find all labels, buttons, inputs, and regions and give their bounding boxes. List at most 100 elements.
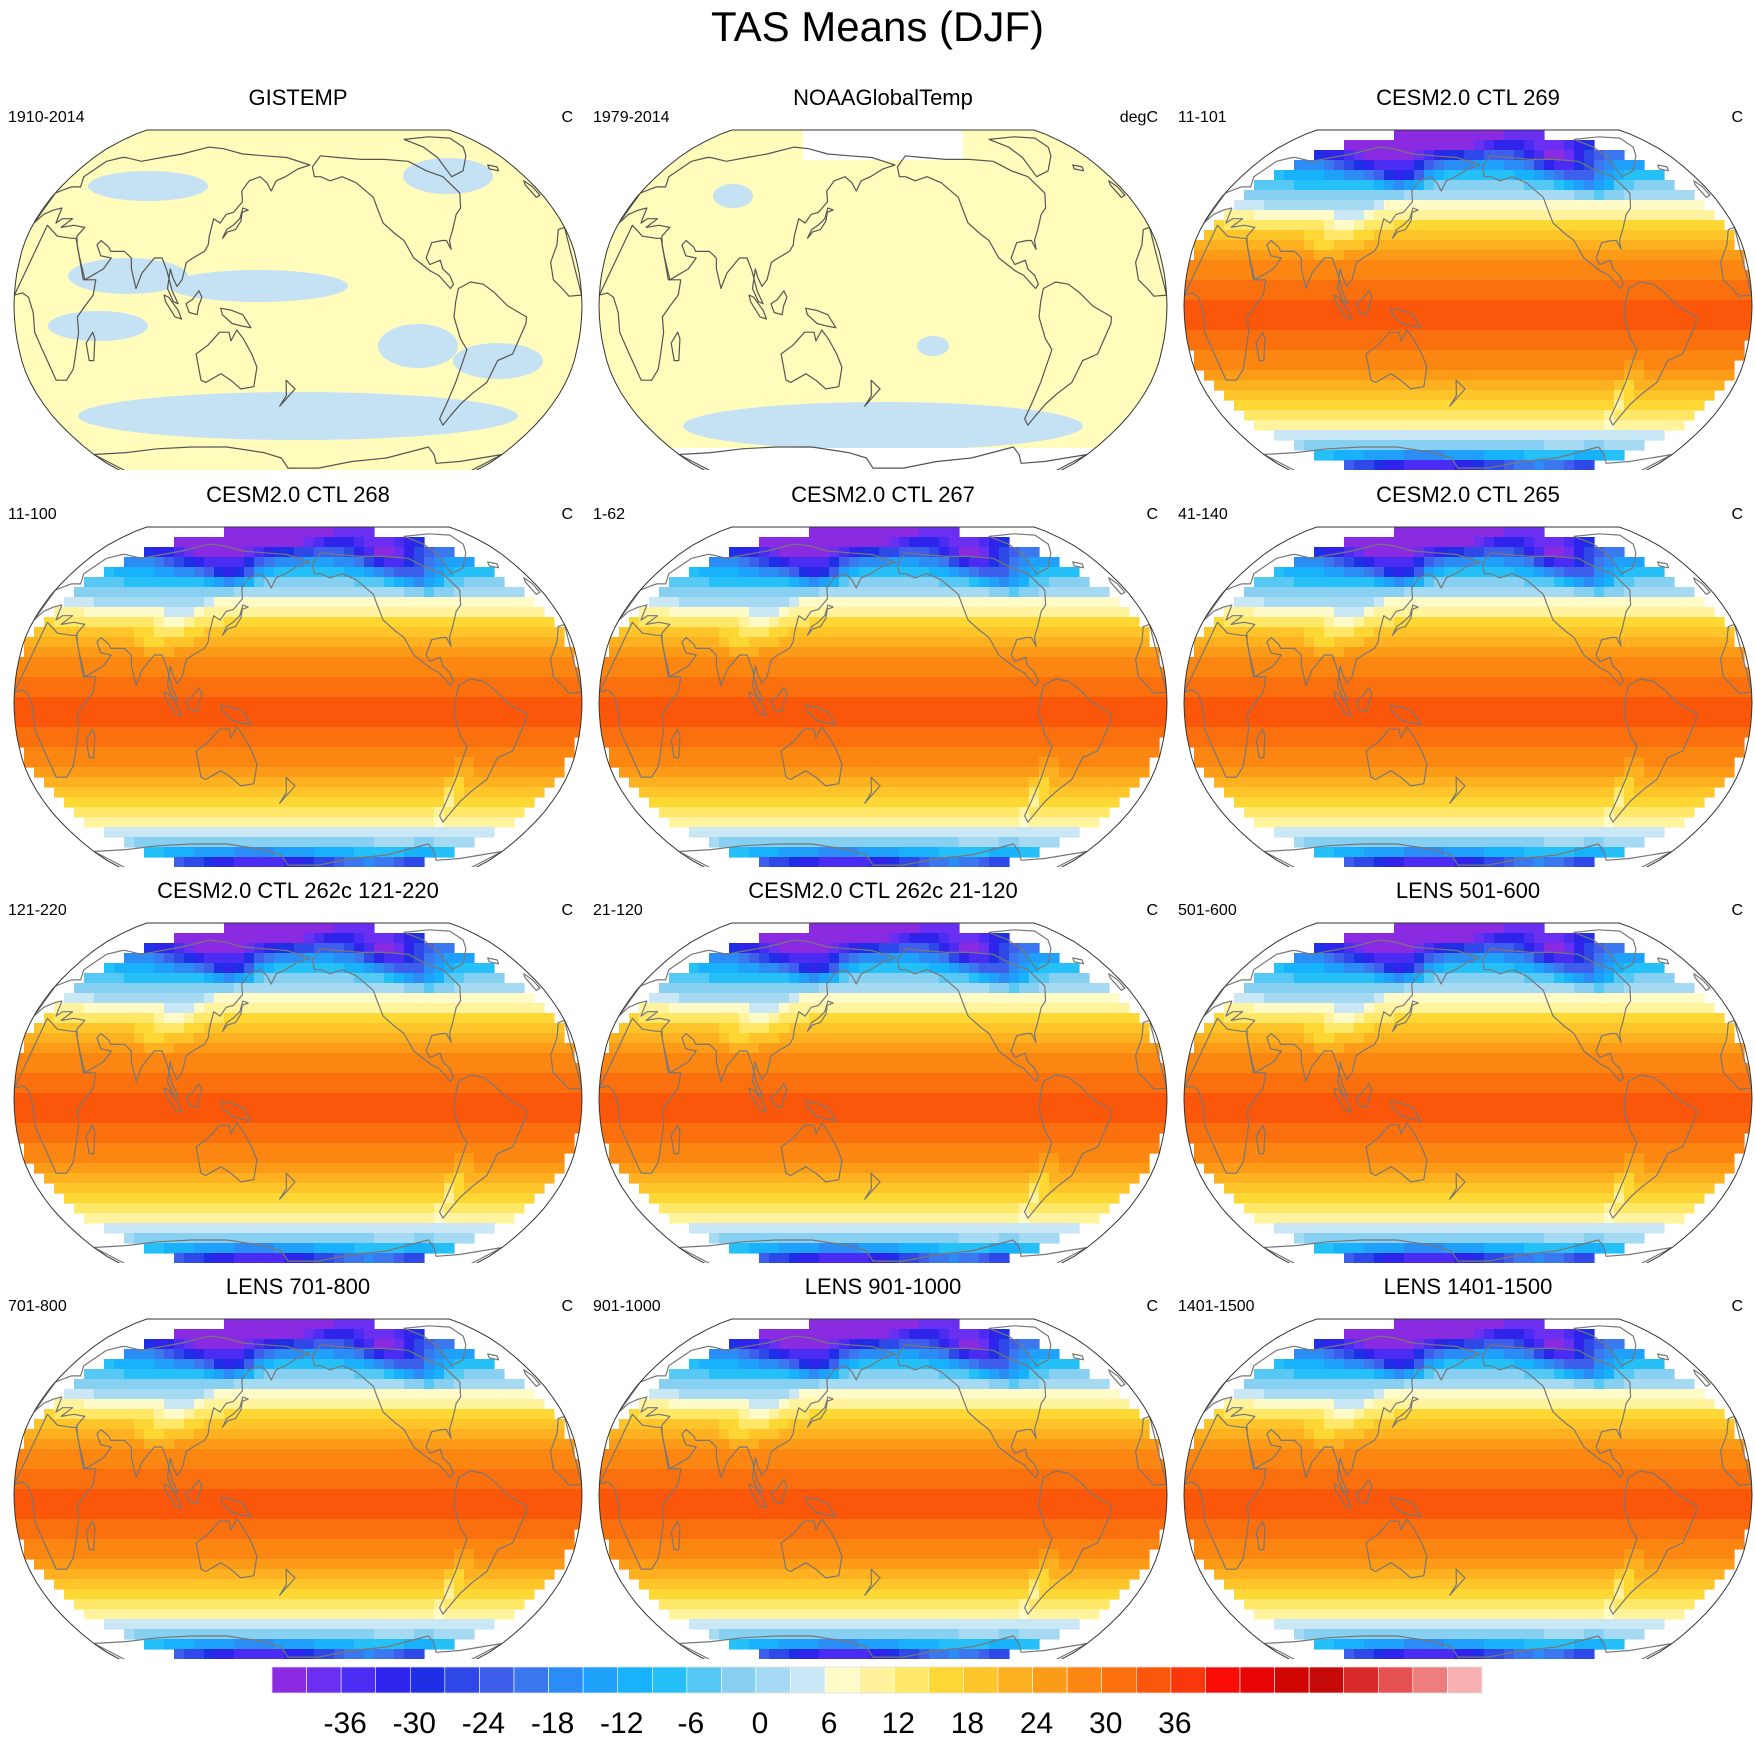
coastline-africa-west — [550, 226, 582, 297]
coastline-japan — [1391, 1396, 1419, 1428]
panel-period: 41-140 — [1178, 506, 1228, 523]
colorbar-box — [340, 1666, 377, 1694]
coastline-iceland — [1657, 561, 1670, 569]
colorbar-box — [409, 1666, 446, 1694]
map-field — [1184, 130, 1752, 470]
coastline-australia — [1365, 1122, 1428, 1183]
coastline-south-america — [1023, 678, 1113, 823]
colorbar-tick-label: 36 — [1158, 1707, 1191, 1740]
coastline-madagascar — [1255, 1124, 1266, 1155]
map-panel: LENS 501-600 501-600 C — [1178, 878, 1755, 1263]
coastline-south-america — [1023, 1074, 1113, 1219]
panel-period: 501-600 — [1178, 902, 1237, 919]
coastline-north-america — [896, 948, 1047, 1083]
coastline-eurasia — [1203, 1335, 1481, 1494]
panel-period: 901-1000 — [593, 1298, 661, 1315]
coastline-new-zealand — [864, 776, 881, 804]
coastline-north-america — [1481, 155, 1632, 290]
coastline-japan — [1391, 1000, 1419, 1032]
colorbar-tick-label: 0 — [752, 1707, 769, 1740]
coastline-greenland — [403, 1325, 467, 1367]
panel-title: LENS 501-600 — [1395, 878, 1541, 903]
panel-units: C — [561, 109, 573, 126]
colorbar-box — [513, 1666, 549, 1694]
colorbar-box — [1343, 1666, 1379, 1694]
coastline-borneo — [185, 1083, 203, 1109]
coastline-madagascar — [1255, 728, 1266, 759]
map-panel: LENS 701-800 701-800 C — [8, 1274, 588, 1659]
map-border — [13, 526, 583, 867]
coastline-japan — [221, 207, 249, 239]
coastline-uk — [1108, 577, 1126, 595]
coastline-africa-west — [550, 623, 582, 694]
colorbar-box — [1135, 1666, 1172, 1694]
map-panel: CESM2.0 CTL 269 11-101 C — [1178, 85, 1755, 470]
coastline-africa — [599, 224, 682, 381]
panel-units: C — [561, 902, 573, 919]
colorbar-box — [755, 1666, 791, 1694]
coastline-sumatra — [1333, 1087, 1353, 1113]
coastline-iceland — [487, 1353, 500, 1361]
panel-period: 701-800 — [8, 1298, 67, 1315]
coastline-north-america — [311, 948, 462, 1083]
coastline-uk — [1108, 1369, 1126, 1387]
panel-title: LENS 1401-1500 — [1383, 1274, 1553, 1299]
coastline-borneo — [770, 687, 788, 713]
coastline-madagascar — [85, 1520, 96, 1551]
map-field — [14, 130, 582, 470]
colorbar-box — [1239, 1666, 1275, 1694]
colorbar-box — [928, 1666, 964, 1694]
panel-units: C — [1146, 1298, 1158, 1315]
coastline-greenland — [1573, 136, 1637, 178]
coastline-sumatra — [1333, 1483, 1353, 1509]
coastline-iceland — [487, 164, 500, 172]
coastline-south-america — [1609, 1470, 1698, 1615]
coastline-north-america — [896, 1344, 1047, 1479]
map-svg — [1183, 526, 1753, 867]
coastline-uk — [1693, 973, 1711, 991]
panel-units: C — [1731, 506, 1743, 523]
coastline-north-america — [1481, 552, 1632, 687]
coastline-eurasia — [33, 1335, 311, 1494]
coastline-iceland — [1072, 957, 1085, 965]
map-panel: CESM2.0 CTL 265 41-140 C — [1178, 482, 1755, 867]
map-panel: CESM2.0 CTL 262c 21-120 21-120 C — [593, 878, 1173, 1263]
coastline-south-america — [1023, 1470, 1113, 1615]
map-border — [1183, 526, 1753, 867]
colorbar-tick-label: 30 — [1089, 1707, 1122, 1740]
coastline-africa-west — [550, 1415, 582, 1486]
panel-units: C — [1146, 506, 1158, 523]
map-border — [1183, 922, 1753, 1263]
coastline-eurasia — [1203, 939, 1481, 1098]
colorbar-tick-label: 24 — [1020, 1707, 1053, 1740]
colorbar-tick-label: -30 — [393, 1707, 436, 1740]
map-svg — [13, 526, 583, 867]
coastline-africa-west — [1720, 623, 1752, 694]
coastline-eurasia — [33, 543, 311, 702]
coastline-uk — [523, 1369, 541, 1387]
colorbar-box — [1274, 1666, 1310, 1694]
coastline-eurasia — [33, 939, 311, 1098]
coastline-iceland — [487, 561, 500, 569]
coastline-south-america — [1609, 1074, 1698, 1219]
coastline-africa — [14, 224, 97, 381]
coastline-australia — [195, 1122, 258, 1183]
coastline-sumatra — [1333, 691, 1353, 717]
colorbar-tick-label: -24 — [462, 1707, 505, 1740]
map-panel: NOAAGlobalTemp 1979-2014 degC — [593, 85, 1173, 470]
coastline-greenland — [403, 533, 467, 575]
panel-title: CESM2.0 CTL 267 — [791, 482, 975, 507]
coastline-new-zealand — [1449, 1568, 1466, 1596]
colorbar-box — [1066, 1666, 1103, 1694]
coastline-australia — [780, 1122, 843, 1183]
colorbar-box — [1032, 1666, 1068, 1694]
coastline-sumatra — [748, 294, 768, 320]
colorbar-box — [997, 1666, 1033, 1694]
coastline-africa — [599, 1017, 682, 1174]
map-field — [1184, 1319, 1752, 1659]
coastline-new-guinea — [220, 307, 252, 329]
coastline-africa — [14, 1413, 97, 1570]
coastline-madagascar — [85, 728, 96, 759]
panel-title: GISTEMP — [248, 85, 348, 110]
coastline-iceland — [1657, 164, 1670, 172]
